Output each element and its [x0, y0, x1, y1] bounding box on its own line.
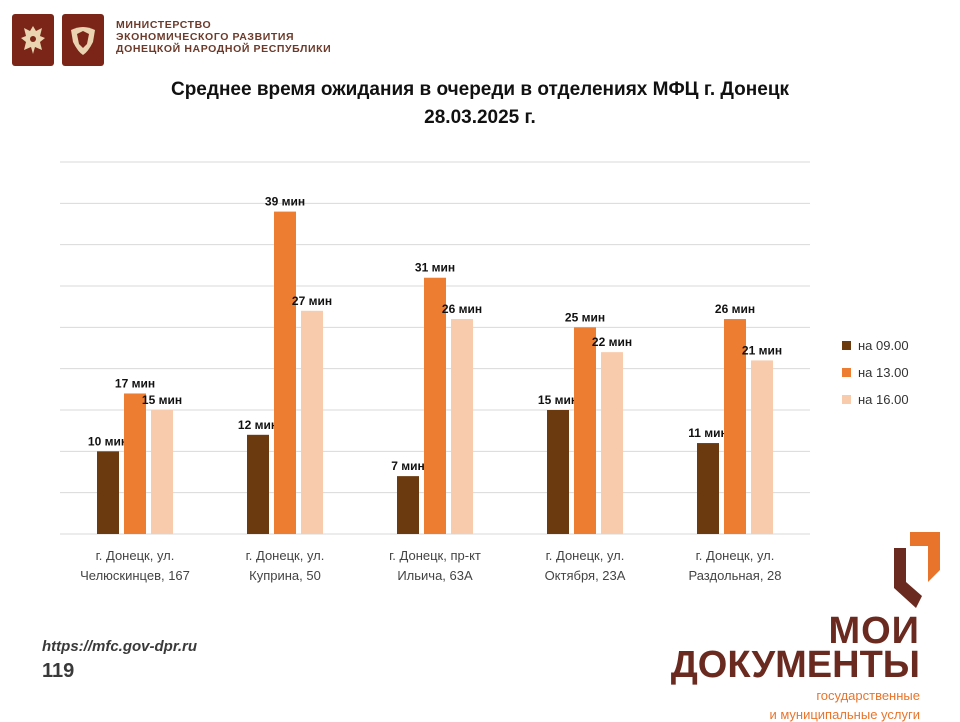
- bar: [697, 443, 719, 534]
- header: МИНИСТЕРСТВО ЭКОНОМИЧЕСКОГО РАЗВИТИЯ ДОН…: [12, 14, 331, 70]
- legend-label: на 09.00: [858, 338, 909, 353]
- data-label: 15 мин: [142, 393, 182, 407]
- republic-emblem-icon: [62, 14, 104, 66]
- category-label: г. Донецк, ул.: [546, 548, 625, 563]
- bar: [301, 310, 323, 534]
- data-label: 31 мин: [415, 261, 455, 275]
- bar: [751, 360, 773, 534]
- bar: [451, 319, 473, 534]
- category-label: г. Донецк, ул.: [246, 548, 325, 563]
- mfc-logo-icon: [888, 530, 950, 615]
- data-label: 26 мин: [715, 302, 755, 316]
- ministry-name: МИНИСТЕРСТВО ЭКОНОМИЧЕСКОГО РАЗВИТИЯ ДОН…: [116, 19, 331, 55]
- ministry-line: ДОНЕЦКОЙ НАРОДНОЙ РЕСПУБЛИКИ: [116, 43, 332, 55]
- brand-line-4: и муниципальные услуги: [769, 707, 920, 722]
- data-label: 22 мин: [592, 335, 632, 349]
- chart-legend: на 09.00 на 13.00 на 16.00: [842, 332, 909, 413]
- category-label: г. Донецк, ул.: [696, 548, 775, 563]
- bar: [124, 393, 146, 534]
- legend-item: на 16.00: [842, 386, 909, 413]
- category-label: Челюскинцев, 167: [80, 568, 190, 583]
- bar: [247, 434, 269, 534]
- bar: [574, 327, 596, 534]
- chart-title-block: Среднее время ожидания в очереди в отдел…: [0, 76, 960, 132]
- bar: [151, 410, 173, 534]
- ministry-line: ЭКОНОМИЧЕСКОГО РАЗВИТИЯ: [116, 31, 295, 43]
- data-label: 25 мин: [565, 310, 605, 324]
- brand-block: МОИ ДОКУМЕНТЫ государственные и муниципа…: [671, 612, 920, 722]
- data-label: 17 мин: [115, 376, 155, 390]
- bar: [274, 211, 296, 534]
- coat-of-arms-icon: [12, 14, 54, 66]
- data-label: 12 мин: [238, 418, 278, 432]
- data-label: 39 мин: [265, 195, 305, 209]
- bar: [601, 352, 623, 534]
- chart-subtitle: 28.03.2025 г.: [424, 107, 536, 128]
- data-label: 15 мин: [538, 393, 578, 407]
- brand-line-2: ДОКУМЕНТЫ: [670, 644, 920, 686]
- chart-title: Среднее время ожидания в очереди в отдел…: [170, 79, 790, 100]
- bar: [97, 451, 119, 534]
- legend-item: на 13.00: [842, 359, 909, 386]
- data-label: 11 мин: [688, 426, 728, 440]
- bar-chart: 10 мин 17 мин 15 мин г. Донецк, ул. Челюскин…: [60, 161, 810, 583]
- brand-line-3: государственные: [816, 688, 920, 703]
- category-label: Куприна, 50: [249, 568, 321, 583]
- category-label: г. Донецк, пр-кт: [389, 548, 481, 563]
- legend-swatch: [842, 395, 851, 404]
- ministry-line: МИНИСТЕРСТВО: [116, 19, 212, 31]
- bar: [547, 410, 569, 534]
- legend-item: на 09.00: [842, 332, 909, 359]
- bar: [397, 476, 419, 534]
- data-label: 10 мин: [88, 434, 128, 448]
- data-label: 26 мин: [442, 302, 482, 316]
- data-label: 27 мин: [292, 294, 332, 308]
- legend-label: на 13.00: [858, 365, 909, 380]
- brand-line-1: МОИ: [828, 610, 920, 652]
- legend-swatch: [842, 368, 851, 377]
- legend-label: на 16.00: [858, 392, 909, 407]
- category-label: Октября, 23А: [545, 568, 626, 583]
- page-number: 119: [42, 660, 75, 682]
- category-label: Раздольная, 28: [688, 568, 781, 583]
- data-label: 21 мин: [742, 343, 782, 357]
- category-label: Ильича, 63А: [397, 568, 473, 583]
- legend-swatch: [842, 341, 851, 350]
- website-link[interactable]: https://mfc.gov-dpr.ru: [42, 638, 197, 655]
- bar: [724, 319, 746, 534]
- category-label: г. Донецк, ул.: [96, 548, 175, 563]
- data-label: 7 мин: [391, 459, 425, 473]
- bar: [424, 277, 446, 534]
